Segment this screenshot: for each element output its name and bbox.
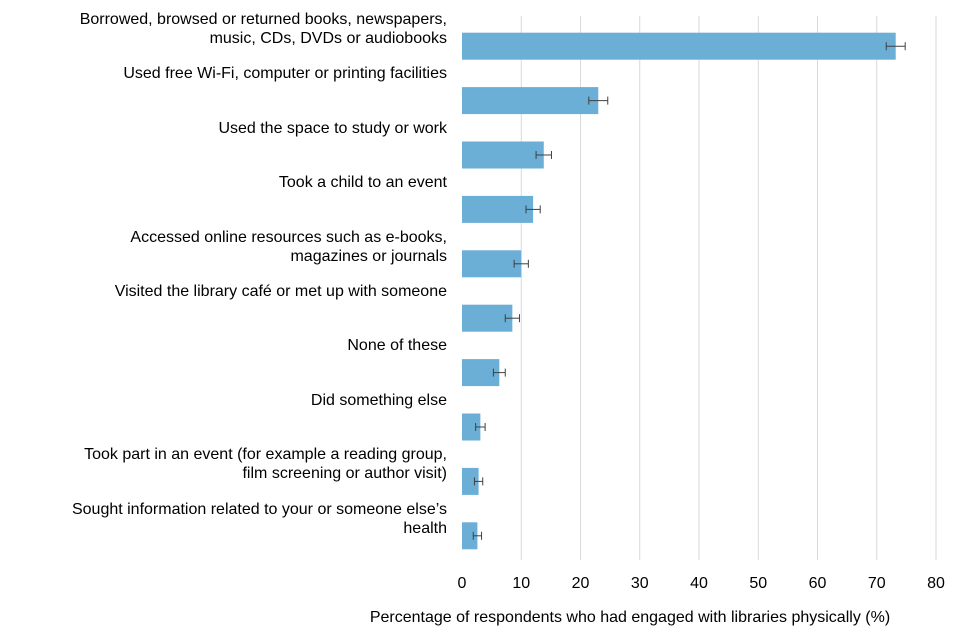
category-label-line: magazines or journals [290,247,447,265]
category-label-line: film screening or author visit) [242,465,447,483]
x-tick-label: 10 [512,575,530,592]
bar [462,32,896,60]
category-label: Sought information related to your or so… [2,500,447,538]
category-label-line: Sought information related to your or so… [71,500,447,518]
category-label: Took a child to an event [2,173,447,192]
x-tick-label: 80 [927,575,945,592]
category-label: Used free Wi-Fi, computer or printing fa… [2,64,447,83]
category-label: Used the space to study or work [2,119,447,138]
bar [462,304,513,332]
error-bar [525,205,541,214]
category-label: Borrowed, browsed or returned books, new… [2,10,447,48]
bar [462,522,478,550]
x-tick-label: 20 [572,575,590,592]
bar [462,467,479,495]
error-bar [475,423,486,431]
error-bar [472,531,483,540]
category-label: Took part in an event (for example a rea… [2,445,447,483]
bar [462,87,599,115]
x-tick-label: 60 [809,575,827,592]
bar [462,141,544,169]
category-label-line: music, CDs, DVDs or audiobooks [209,30,447,47]
category-label: Did something else [2,391,447,410]
x-axis-ticks: 0 10 20 30 40 50 60 70 80 [458,575,945,592]
category-label: Accessed online resources such as e-book… [2,228,447,266]
bar [462,250,522,278]
x-tick-label: 0 [458,575,467,592]
category-label-line: Took a child to an event [278,174,447,192]
x-tick-label: 50 [749,575,767,592]
error-bar [473,477,484,486]
category-label-line: Took part in an event (for example a rea… [84,446,447,464]
x-axis-label: Percentage of respondents who had engage… [369,609,891,626]
error-bar [504,314,520,323]
error-bar [588,96,609,105]
category-label-line: Used the space to study or work [218,119,447,137]
category-label-line: Used free Wi-Fi, computer or printing fa… [123,65,447,83]
error-bar [513,259,529,268]
x-tick-label: 30 [631,575,649,592]
category-label-line: health [403,519,447,537]
bar [462,195,534,223]
bar [462,413,481,441]
category-label: Visited the library café or met up with … [2,282,447,301]
category-label-line: Did something else [310,391,447,409]
category-label-line: Visited the library café or met up with … [114,283,447,300]
error-bar [885,42,906,51]
category-label-line: Borrowed, browsed or returned books, new… [79,11,447,28]
x-tick-label: 70 [868,575,886,592]
x-tick-label: 40 [690,575,708,592]
error-bar [492,368,506,377]
category-label: None of these [2,336,447,355]
error-bars [472,42,906,540]
category-label-line: Accessed online resources such as e-book… [130,228,447,246]
error-bar [535,151,552,159]
category-label-line: None of these [347,337,447,355]
bars [462,32,896,550]
